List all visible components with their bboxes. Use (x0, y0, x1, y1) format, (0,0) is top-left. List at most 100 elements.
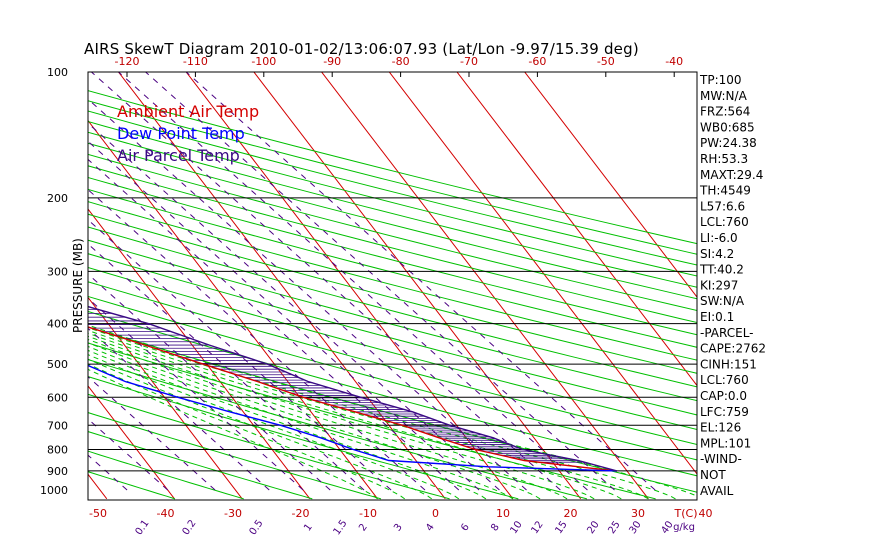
x-top-tick-label: -120 (115, 55, 140, 68)
mixing-ratio-label: 6 (459, 522, 472, 534)
x-bottom-tick-label: -40 (157, 507, 175, 520)
dry-adiabat-line (88, 110, 697, 266)
mixing-ratio-label: 0.1 (134, 518, 152, 537)
mixing-ratio-line (88, 140, 480, 491)
x-unit-label: T(C) (674, 507, 698, 520)
stat-line: FRZ:564 (700, 105, 750, 119)
isotherm-line (388, 72, 697, 475)
mixing-ratio-line (88, 273, 331, 491)
mixing-ratio-line (88, 122, 500, 491)
stat-line: CINH:151 (700, 357, 757, 371)
mixing-ratio-label: 8 (489, 522, 502, 534)
moist-adiabat-line (88, 342, 541, 500)
moist-adiabat-line (88, 324, 697, 497)
stat-line: -PARCEL- (700, 326, 754, 340)
y-tick-label: 1000 (40, 484, 68, 497)
mixing-ratio-line (185, 72, 656, 491)
stat-line: EI:0.1 (700, 310, 734, 324)
cape-hatch-region (88, 309, 585, 463)
mixing-ratio-line (91, 72, 561, 491)
moist-adiabat-line (88, 345, 514, 500)
isotherm-line (456, 72, 697, 387)
dry-adiabat-line (88, 142, 697, 300)
dry-adiabat-line (88, 431, 313, 500)
dry-adiabat-line (88, 342, 656, 500)
mixing-ratio-label: 15 (553, 519, 569, 536)
isotherm-line (88, 385, 175, 500)
mixing-ratio-line (88, 243, 365, 491)
dry-adiabat-line (88, 100, 697, 255)
dry-adiabat-line (88, 281, 697, 446)
y-tick-label: 400 (47, 318, 68, 331)
dry-adiabat-line (88, 239, 697, 402)
isotherm-line (524, 72, 697, 298)
stat-line: CAPE:2762 (700, 342, 766, 356)
stat-line: EL:126 (700, 421, 741, 435)
moist-adiabat-line (88, 349, 487, 500)
y-tick-label: 700 (47, 419, 68, 432)
dry-adiabat-line (88, 201, 697, 361)
stat-line: AVAIL (700, 484, 734, 498)
dry-adiabat-line (88, 213, 697, 374)
stat-line: PW:24.38 (700, 136, 757, 150)
x-bottom-tick-label: 0 (432, 507, 439, 520)
dry-adiabat-line (88, 253, 697, 416)
x-bottom-tick-label: 20 (564, 507, 578, 520)
plot-frame (87, 71, 698, 501)
stat-line: TH:4549 (699, 184, 751, 198)
mixing-ratio-line (118, 72, 588, 491)
dry-adiabat-line (88, 165, 697, 324)
stat-line: RH:53.3 (700, 152, 748, 166)
x-bottom-tick-label: 40 (699, 507, 713, 520)
stat-line: TT:40.2 (699, 263, 744, 277)
y-axis-label: PRESSURE (MB) (71, 238, 85, 333)
mixing-ratio-label: 25 (606, 519, 622, 536)
moist-adiabat-line (88, 327, 676, 500)
mixing-ratio-label: 1.5 (332, 518, 350, 537)
x-bottom-tick-label: 10 (496, 507, 510, 520)
isotherm-line (88, 296, 243, 500)
isotherm-line (88, 473, 108, 500)
dry-adiabat-line (88, 412, 382, 500)
chart-legend: Ambient Air Temp Dew Point Temp Air Parcel… (117, 102, 259, 165)
dry-adiabat-line (88, 310, 697, 477)
moist-adiabat-line (88, 368, 378, 500)
stat-line: MPL:101 (700, 436, 751, 450)
y-tick-label: 600 (47, 391, 68, 404)
legend-entry: Dew Point Temp (117, 124, 245, 143)
y-tick-label: 800 (47, 443, 68, 456)
stat-line: LI:-6.0 (700, 231, 738, 245)
series-line-ambient-air-temp (88, 326, 617, 472)
series-line-air-parcel-temp (88, 305, 617, 472)
y-tick-label: 100 (47, 66, 68, 79)
x-top-tick-label: -40 (665, 55, 683, 68)
mixing-ratio-label: 1 (302, 522, 315, 534)
profile-series (88, 305, 617, 472)
mixing-ratio-label: 2 (357, 522, 370, 534)
mixing-ratio-line (88, 219, 392, 491)
x-top-tick-label: -50 (597, 55, 615, 68)
moist-adiabat-line (88, 338, 568, 500)
moist-adiabat-line (88, 335, 595, 500)
x-bottom-tick-label: -10 (359, 507, 377, 520)
y-tick-label: 900 (47, 465, 68, 478)
mixing-ratio-line (145, 72, 615, 491)
isotherm-line (185, 72, 514, 500)
stat-line: SW:N/A (700, 294, 745, 308)
stat-line: LCL:760 (700, 215, 749, 229)
mixing-ratio-label: 3 (392, 522, 405, 534)
mixing-ratio-line (88, 98, 527, 491)
x-bottom-tick-label: 30 (631, 507, 645, 520)
mixing-ratio-label: 4 (424, 522, 437, 534)
dry-adiabat-line (88, 153, 697, 311)
stat-line: NOT (700, 468, 726, 482)
stat-line: WB0:685 (700, 120, 755, 134)
stat-line: TP:100 (699, 73, 742, 87)
moist-adiabat-line (88, 363, 405, 500)
legend-entry: Air Parcel Temp (117, 146, 240, 165)
dry-adiabat-line (88, 393, 450, 500)
stat-line: KI:297 (700, 278, 738, 292)
